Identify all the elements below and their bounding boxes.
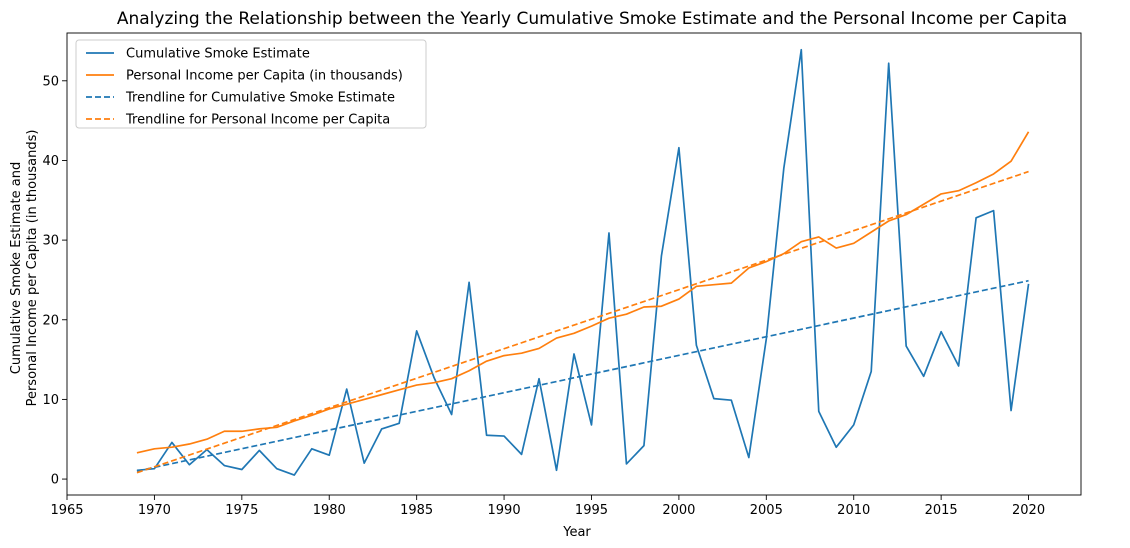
- y-axis-label: Cumulative Smoke Estimate and Personal I…: [9, 130, 40, 407]
- x-tick-label: 1995: [575, 503, 608, 518]
- x-tick-label: 1990: [488, 503, 521, 518]
- x-tick-label: 2020: [1012, 503, 1045, 518]
- legend-entry: Trendline for Personal Income per Capita: [125, 113, 390, 128]
- x-axis-label: Year: [562, 525, 591, 540]
- plot-frame: [66, 32, 1082, 496]
- income-trendline: [136, 170, 1029, 474]
- legend: Cumulative Smoke Estimate Personal Income…: [75, 39, 427, 129]
- smoke-estimate-line: [136, 48, 1030, 476]
- y-axis-label-line2: Personal Income per Capita (in thousands…: [25, 130, 40, 407]
- y-tick-label: 50: [42, 74, 59, 89]
- legend-entry: Trendline for Cumulative Smoke Estimate: [125, 91, 395, 106]
- x-tick-label: 2015: [925, 503, 958, 518]
- y-axis-label-line1: Cumulative Smoke Estimate and: [9, 162, 24, 374]
- x-axis: 1965 1970 1975 1980 1985 1990 1995 2000 2005 2010…: [50, 495, 1045, 518]
- x-tick-label: 1980: [313, 503, 346, 518]
- x-tick-label: 1970: [138, 503, 171, 518]
- plot-area: [66, 32, 1082, 496]
- y-axis: 0 10 20 30 40 50: [42, 74, 67, 488]
- legend-entry: Cumulative Smoke Estimate: [126, 47, 310, 62]
- legend-entry: Personal Income per Capita (in thousands…: [126, 69, 403, 84]
- series-layer: [136, 48, 1030, 476]
- y-tick-label: 20: [42, 313, 59, 328]
- legend-box: [75, 39, 427, 129]
- x-tick-label: 1985: [400, 503, 433, 518]
- smoke-trendline: [136, 279, 1029, 472]
- y-tick-label: 30: [42, 234, 59, 249]
- x-tick-label: 2000: [662, 503, 695, 518]
- y-tick-label: 0: [51, 473, 59, 488]
- x-tick-label: 1965: [50, 503, 83, 518]
- chart-title: Analyzing the Relationship between the Y…: [117, 9, 1067, 29]
- y-tick-label: 10: [42, 393, 59, 408]
- y-tick-label: 40: [42, 154, 59, 169]
- income-per-capita-line: [136, 131, 1030, 454]
- x-tick-label: 2010: [837, 503, 870, 518]
- x-tick-label: 2005: [750, 503, 783, 518]
- x-tick-label: 1975: [225, 503, 258, 518]
